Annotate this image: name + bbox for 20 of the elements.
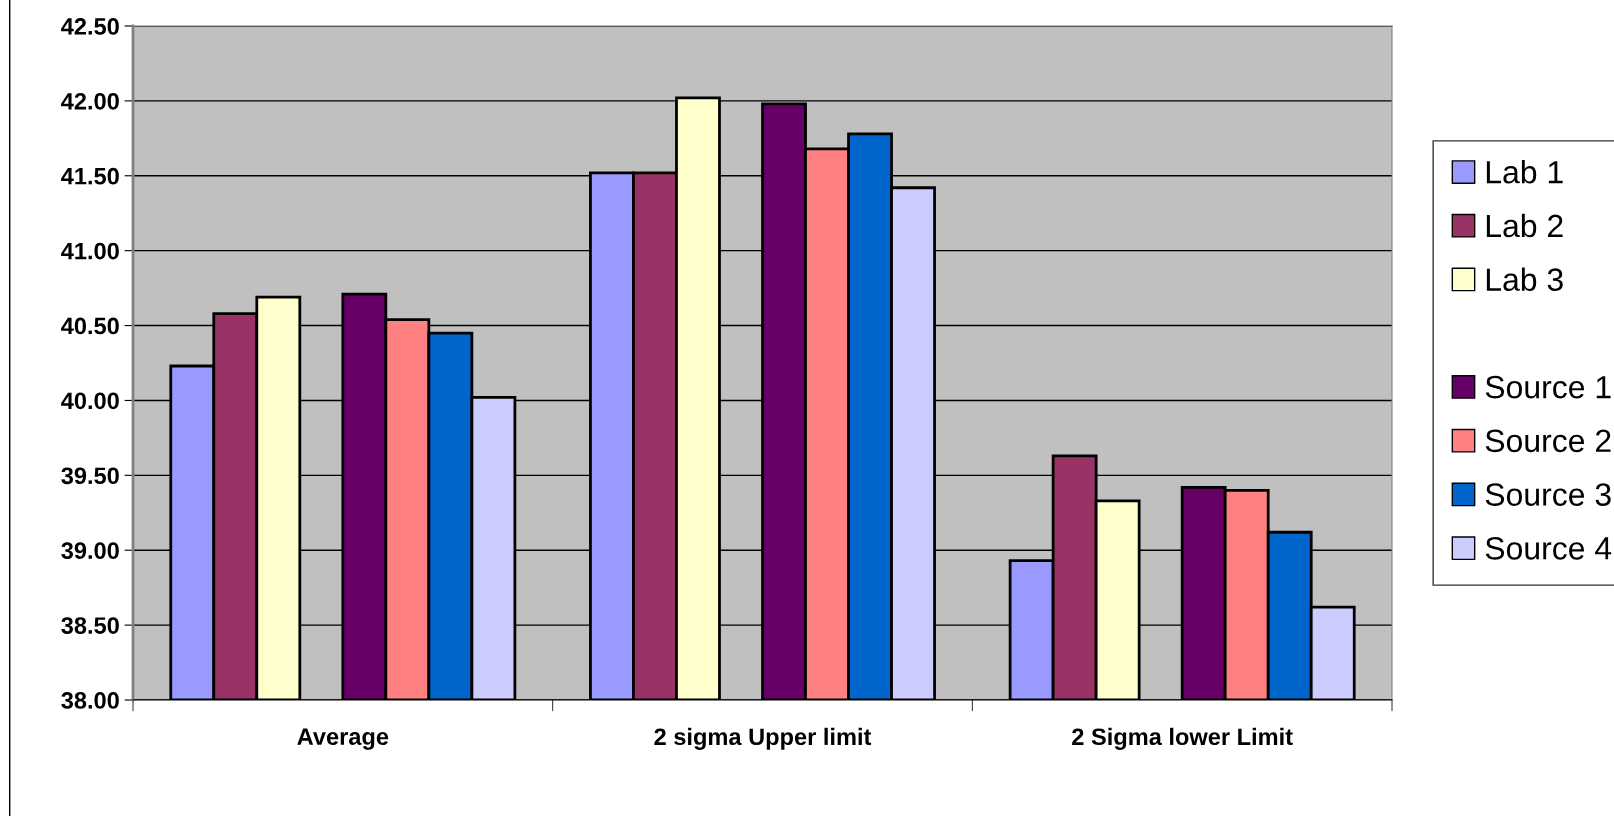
x-tick-label: Average bbox=[297, 728, 389, 750]
legend-label: Lab 3 bbox=[1486, 267, 1563, 291]
y-tick-label: 39.50 bbox=[61, 467, 119, 485]
legend-label: Source 2 bbox=[1485, 429, 1611, 453]
legend-label: Source 1 bbox=[1485, 375, 1611, 399]
y-tick-label: 42.50 bbox=[61, 18, 119, 35]
y-tick-label: 41.00 bbox=[61, 242, 119, 260]
y-tick-label: 40.50 bbox=[61, 317, 119, 335]
y-tick-label: 38.50 bbox=[61, 617, 119, 634]
y-tick-label: 41.50 bbox=[61, 167, 119, 185]
legend-label: Source 3 bbox=[1485, 483, 1611, 506]
x-tick-label: 2 Sigma lower Limit bbox=[1072, 727, 1293, 750]
legend-label: Source 4 bbox=[1485, 537, 1612, 560]
legend-label: Lab 2 bbox=[1486, 213, 1563, 238]
y-tick-label: 39.00 bbox=[61, 542, 119, 560]
x-tick-label: 2 sigma Upper limit bbox=[654, 727, 872, 750]
y-tick-label: 42.00 bbox=[61, 92, 119, 110]
y-tick-label: 38.00 bbox=[61, 692, 119, 709]
y-tick-label: 40.00 bbox=[61, 392, 119, 410]
legend-label: Lab 1 bbox=[1486, 160, 1563, 184]
